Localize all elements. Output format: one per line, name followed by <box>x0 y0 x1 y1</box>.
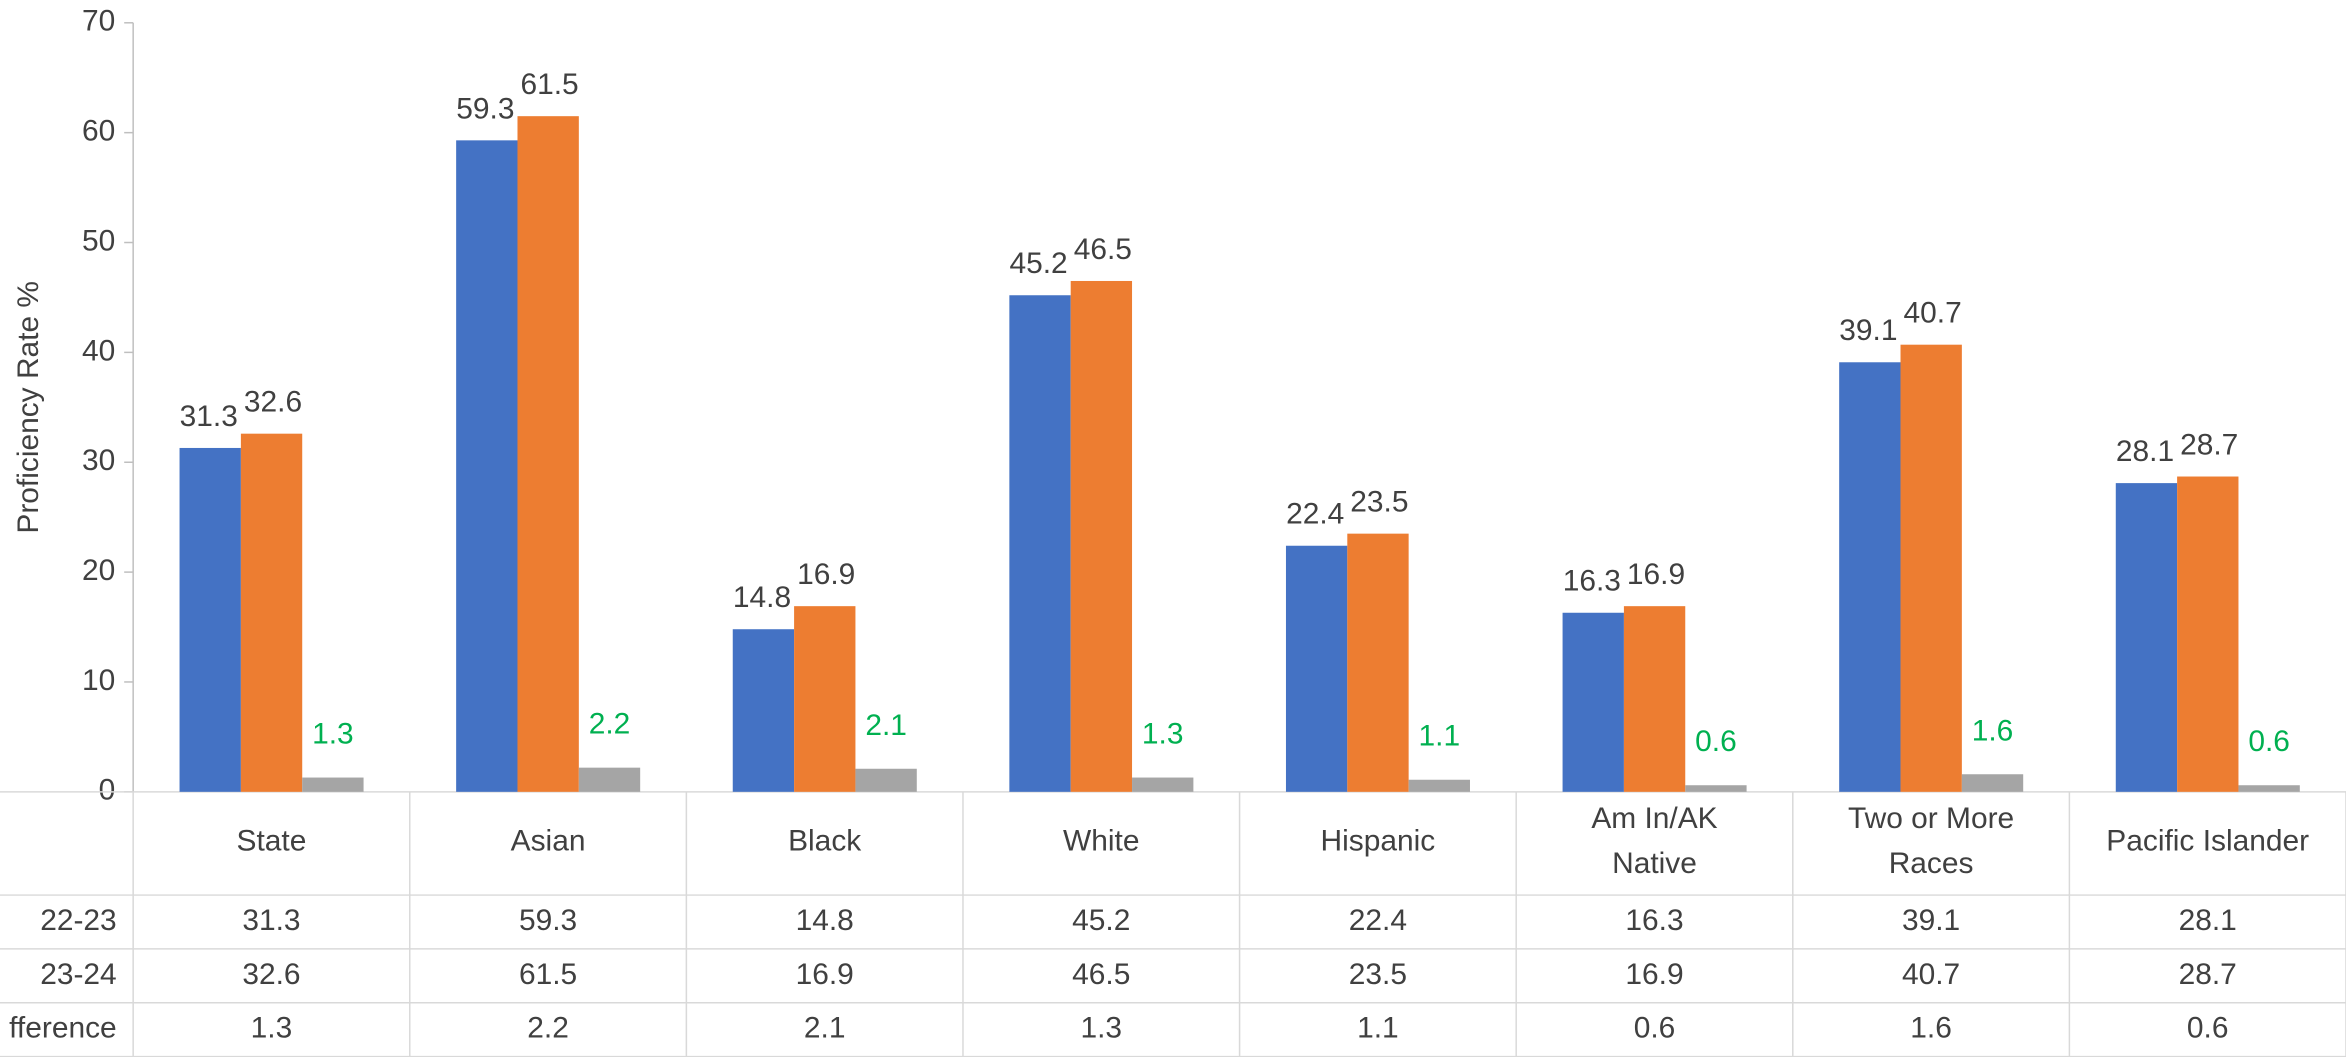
table-value: 22.4 <box>1349 904 1407 937</box>
data-label: 16.9 <box>797 558 855 591</box>
bar <box>855 768 917 792</box>
table-value: 0.6 <box>1634 1012 1676 1045</box>
bar <box>517 116 579 792</box>
data-label: 46.5 <box>1074 233 1132 266</box>
x-category-label: Am In/AK Native <box>1591 802 1717 880</box>
data-label: 1.6 <box>1972 714 2014 747</box>
x-category-label: State <box>237 825 307 858</box>
bar <box>794 606 856 792</box>
data-label: 22.4 <box>1286 498 1344 531</box>
bar <box>1408 779 1470 792</box>
table-value: 1.3 <box>1080 1012 1122 1045</box>
table-value: 23.5 <box>1349 958 1407 991</box>
table-value: 61.5 <box>519 958 577 991</box>
bar <box>302 777 364 792</box>
y-tick-label: 70 <box>82 5 115 38</box>
bar <box>1070 280 1133 792</box>
table-value: 1.6 <box>1910 1012 1952 1045</box>
bar <box>1839 362 1901 792</box>
table-value: 40.7 <box>1902 958 1960 991</box>
bar <box>1285 545 1348 792</box>
table-value: 16.9 <box>796 958 854 991</box>
row-label: fference <box>9 1012 117 1045</box>
bar <box>2177 476 2239 792</box>
bar <box>1961 774 2024 792</box>
y-axis-label: Proficiency Rate % <box>12 281 45 534</box>
data-label: 2.1 <box>865 709 907 742</box>
table-value: 1.3 <box>251 1012 293 1045</box>
table-value: 2.2 <box>527 1012 569 1045</box>
x-category-label: White <box>1063 825 1139 858</box>
data-label: 14.8 <box>733 581 791 614</box>
table-value: 16.9 <box>1625 958 1683 991</box>
table-value: 2.1 <box>804 1012 846 1045</box>
data-label: 0.6 <box>2248 725 2290 758</box>
row-label: 22-23 <box>40 904 117 937</box>
data-label: 16.9 <box>1627 558 1685 591</box>
data-label: 59.3 <box>456 92 514 125</box>
bar <box>1347 533 1409 792</box>
x-category-label: Hispanic <box>1321 825 1436 858</box>
y-tick-label: 20 <box>82 554 115 587</box>
data-label: 28.7 <box>2180 429 2238 462</box>
x-category-label: Two or More Races <box>1848 802 2014 880</box>
y-tick-label: 40 <box>82 334 115 367</box>
y-tick-label: 10 <box>82 664 115 697</box>
bar <box>2238 785 2300 792</box>
bar <box>179 447 241 792</box>
data-label: 16.3 <box>1563 565 1621 598</box>
row-label: 23-24 <box>40 958 117 991</box>
data-label: 0.6 <box>1695 725 1737 758</box>
table-value: 28.7 <box>2179 958 2237 991</box>
data-label: 39.1 <box>1839 314 1897 347</box>
y-tick-label: 50 <box>82 224 115 257</box>
table-value: 59.3 <box>519 904 577 937</box>
table-value: 1.1 <box>1357 1012 1399 1045</box>
x-category-label: Black <box>788 825 861 858</box>
table-value: 46.5 <box>1072 958 1130 991</box>
bar <box>732 629 795 792</box>
data-label: 1.3 <box>312 718 354 751</box>
bar <box>1132 777 1194 792</box>
data-label: 45.2 <box>1009 247 1067 280</box>
table-value: 16.3 <box>1625 904 1683 937</box>
table-value: 14.8 <box>796 904 854 937</box>
bar <box>456 140 518 792</box>
data-label: 1.1 <box>1419 720 1461 753</box>
bar <box>578 767 641 792</box>
bar <box>1562 612 1624 792</box>
table-value: 39.1 <box>1902 904 1960 937</box>
x-category-label: Pacific Islander <box>2106 825 2309 858</box>
data-label: 32.6 <box>244 386 302 419</box>
x-category-label: Asian <box>511 825 586 858</box>
y-tick-label: 60 <box>82 115 115 148</box>
data-label: 61.5 <box>520 68 578 101</box>
table-value: 31.3 <box>242 904 300 937</box>
bar <box>1685 785 1747 792</box>
data-label: 31.3 <box>180 400 238 433</box>
table-value: 32.6 <box>242 958 300 991</box>
data-label: 23.5 <box>1350 486 1408 519</box>
bar <box>240 433 303 792</box>
table-value: 0.6 <box>2187 1012 2229 1045</box>
bar <box>1900 344 1962 792</box>
y-tick-label: 30 <box>82 444 115 477</box>
table-value: 45.2 <box>1072 904 1130 937</box>
data-label: 40.7 <box>1904 297 1962 330</box>
data-label: 2.2 <box>589 708 631 741</box>
table-value: 28.1 <box>2179 904 2237 937</box>
data-label: 28.1 <box>2116 435 2174 468</box>
bar <box>1623 606 1686 792</box>
bar <box>1009 295 1071 792</box>
data-label: 1.3 <box>1142 718 1184 751</box>
bar <box>2115 483 2178 792</box>
y-tick-label: 0 <box>99 774 116 807</box>
